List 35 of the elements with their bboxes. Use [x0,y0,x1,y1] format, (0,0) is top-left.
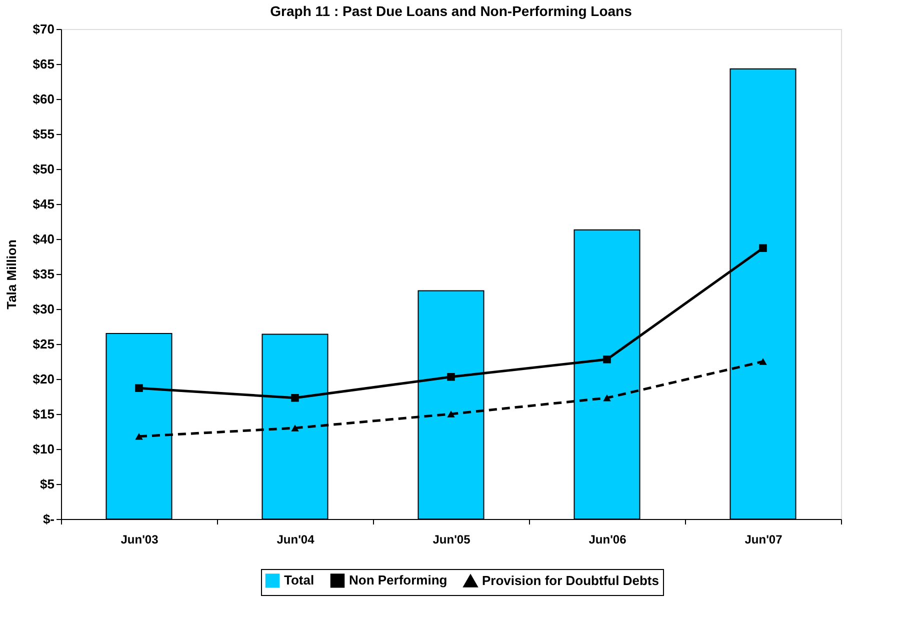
y-tick-label: $20 [32,372,54,386]
point [603,394,611,402]
y-tick-label: $55 [32,126,54,142]
y-tick-label: $35 [32,266,54,282]
y-tick-label: $45 [32,196,54,212]
y-tick-label: $- [42,512,54,526]
x-tick-label: Jun'03 [120,532,159,546]
point [447,373,455,381]
y-tick-label: $65 [32,56,54,72]
point [447,410,455,418]
y-tick-label: $5 [40,476,54,492]
y-tick-label: $30 [32,302,54,316]
legend-label: Total [284,572,314,588]
x-tick-label: Jun'06 [588,532,627,546]
point [759,358,767,365]
x-tick-label: Jun'07 [744,532,783,546]
point [603,356,611,364]
legend-label: Provision for Doubtful Debts [482,573,659,588]
y-tick-label: $10 [32,442,54,456]
y-tick-label: $70 [32,22,54,36]
point [135,433,143,440]
legend-label: Non Performing [349,572,448,588]
point [291,394,299,402]
y-tick-label: $40 [32,232,54,246]
point [135,384,143,392]
y-tick-label: $25 [32,336,54,352]
y-tick-label: $60 [32,92,54,106]
x-tick-label: Jun'05 [432,532,471,546]
y-axis-title: Tala Million [4,240,19,310]
x-tick-label: Jun'04 [276,532,315,546]
y-tick-label: $50 [32,162,54,176]
point [291,424,299,432]
point [759,244,767,252]
y-tick-label: $15 [32,406,54,422]
chart-title: Graph 11 : Past Due Loans and Non-Performing Loans [270,3,632,19]
